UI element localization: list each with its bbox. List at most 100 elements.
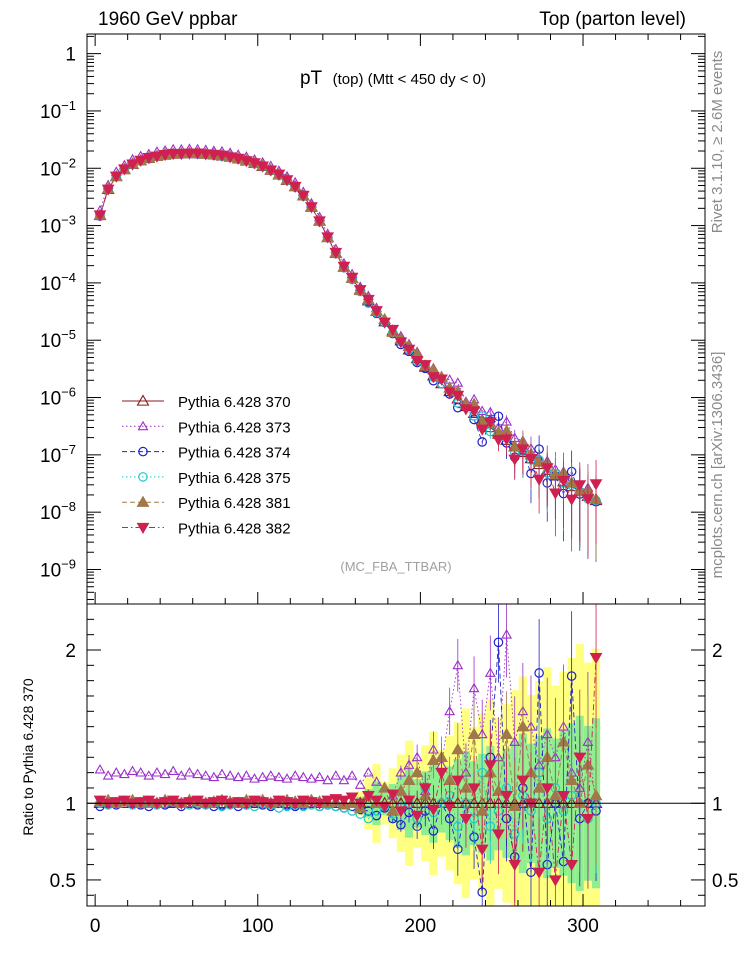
- main-y-tick-label: 10−1: [40, 98, 76, 123]
- axes: 0 100 200 300 1 10−1 10−2 10−3 10−4 10−5 10−6 10−7 1…: [40, 34, 738, 937]
- ratio-point: [565, 859, 579, 872]
- data-point: [435, 374, 448, 386]
- ratio-point: [207, 797, 221, 809]
- data-point: [524, 453, 538, 466]
- data-point: [288, 181, 302, 194]
- data-point: [484, 406, 496, 417]
- mcplots-label: mcplots.cern.ch [arXiv:1306.3436]: [709, 352, 726, 579]
- ratio-point: [338, 774, 350, 785]
- ratio-y-tick-label-right: 2: [712, 641, 723, 662]
- ratio-point: [451, 775, 465, 787]
- ratio-point: [370, 795, 383, 807]
- ratio-point: [557, 790, 570, 803]
- ratio-point: [313, 798, 326, 810]
- ratio-point: [135, 767, 147, 777]
- header-right-label: Top (parton level): [539, 9, 686, 30]
- ratio-point: [109, 797, 123, 809]
- ratio-point: [508, 799, 522, 812]
- data-point: [321, 232, 335, 244]
- ratio-point: [354, 779, 366, 789]
- ratio-point: [548, 789, 562, 801]
- data-point: [248, 158, 261, 170]
- legend-marker: [137, 420, 149, 431]
- legend-marker: [136, 522, 150, 535]
- ratio-point: [396, 819, 406, 830]
- ratio-point: [200, 770, 212, 780]
- data-point: [183, 148, 196, 160]
- ratio-point: [581, 813, 595, 826]
- ratio-point: [150, 798, 164, 810]
- data-point: [549, 488, 562, 500]
- ratio-point: [337, 795, 351, 807]
- data-point: [467, 406, 481, 418]
- ratio-point: [435, 768, 448, 780]
- ratio-point: [484, 667, 496, 677]
- data-point: [118, 164, 131, 176]
- ratio-point: [183, 797, 196, 809]
- data-point: [337, 261, 351, 273]
- data-point: [402, 344, 416, 356]
- ratio-point: [175, 770, 187, 780]
- data-point: [345, 272, 359, 284]
- ratio-point: [524, 798, 538, 810]
- main-plot-frame: [86, 33, 706, 605]
- ratio-point: [566, 671, 577, 681]
- data-point: [532, 474, 546, 486]
- data-point: [370, 306, 383, 318]
- ratio-point: [167, 765, 179, 776]
- ratio-point: [281, 773, 293, 783]
- ratio-point: [142, 795, 156, 807]
- ratio-point: [371, 776, 382, 786]
- data-point: [581, 494, 595, 506]
- main-y-tick-label: 10−7: [40, 442, 76, 467]
- legend-label: Pythia 6.428 375: [178, 470, 291, 487]
- legend-label: Pythia 6.428 370: [178, 394, 291, 411]
- data-point: [500, 434, 513, 446]
- data-point: [134, 155, 148, 167]
- main-y-tick-label: 10−9: [40, 556, 76, 581]
- data-point: [150, 151, 164, 163]
- data-point: [492, 435, 505, 447]
- legend-label: Pythia 6.428 381: [178, 495, 291, 512]
- series-layer: [93, 143, 603, 906]
- ratio-point: [191, 795, 204, 807]
- ratio-point: [363, 813, 374, 824]
- ratio-point: [443, 801, 457, 813]
- ratio-point: [94, 763, 106, 774]
- ratio-point: [127, 765, 138, 776]
- ratio-point: [240, 770, 252, 780]
- data-point: [199, 149, 213, 161]
- ratio-point: [386, 789, 400, 801]
- ratio-point: [516, 775, 530, 787]
- legend-marker: [138, 472, 148, 482]
- ratio-point: [126, 798, 139, 810]
- ratio-point: [166, 795, 180, 807]
- ratio-y-axis-label: Ratio to Pythia 6.428 370: [20, 678, 36, 835]
- ratio-point: [322, 774, 334, 785]
- series-6: [93, 148, 603, 906]
- data-point: [353, 285, 367, 297]
- ratio-point: [395, 767, 407, 777]
- ratio-point: [240, 798, 253, 810]
- legend-marker: [136, 394, 150, 406]
- data-point: [305, 202, 318, 214]
- legend-entry: Pythia 6.428 370: [122, 394, 291, 411]
- ratio-point: [485, 821, 496, 832]
- data-point: [508, 454, 522, 466]
- ratio-y-tick-label: 1: [65, 794, 76, 815]
- analysis-label: (MC_FBA_TTBAR): [340, 559, 451, 574]
- ratio-point: [208, 771, 220, 782]
- main-y-tick-label: 10−6: [40, 385, 76, 410]
- data-point: [378, 317, 391, 329]
- ratio-point: [589, 789, 603, 801]
- ratio-point: [565, 773, 579, 785]
- ratio-point: [516, 720, 530, 732]
- ratio-point: [199, 798, 213, 810]
- ratio-point: [273, 771, 285, 782]
- ratio-point: [174, 798, 188, 810]
- ratio-y-tick-label-right: 0.5: [712, 871, 738, 892]
- data-point: [109, 171, 123, 183]
- ratio-point: [452, 821, 463, 832]
- ratio-point: [93, 795, 107, 807]
